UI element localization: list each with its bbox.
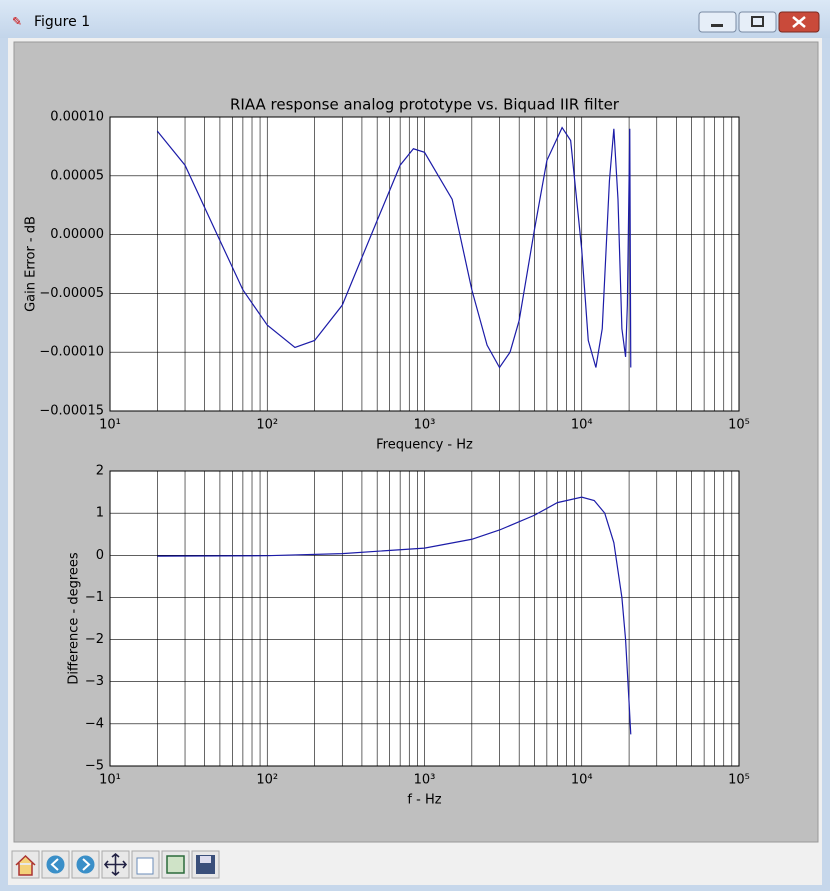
- x-tick-label: 10⁵: [728, 773, 750, 788]
- data-line: [156, 126, 632, 369]
- window-title: Figure 1: [34, 14, 90, 30]
- plot-frame: [109, 470, 740, 767]
- x-tick-label: 10⁵: [728, 418, 750, 433]
- x-tick-label: 10³: [414, 418, 436, 433]
- home-icon: [15, 854, 36, 876]
- charts: 10¹ 10² 10³ 10⁴ 10⁵ −0.00015 −0.00010 −0.00005 0…: [24, 96, 750, 808]
- y-tick-label: 0.00000: [50, 227, 104, 242]
- x-tick-label: 10⁴: [571, 773, 593, 788]
- toolbar: [8, 847, 822, 885]
- y-tick-label: 0.00010: [50, 110, 104, 125]
- y-axis-label: Difference - degrees: [67, 552, 82, 685]
- x-axis-label: f - Hz: [407, 793, 441, 808]
- y-tick-label: 2: [96, 464, 104, 479]
- title-bar: [0, 0, 830, 38]
- forward-arrow: [82, 858, 91, 871]
- pan-icon: [103, 852, 128, 877]
- chart-title: RIAA response analog prototype vs. Biqua…: [230, 96, 620, 114]
- y-tick-label: −0.00015: [39, 404, 104, 419]
- x-tick-label: 10²: [256, 418, 278, 433]
- x-tick-label: 10⁴: [571, 418, 593, 433]
- minimize-button[interactable]: [698, 11, 737, 33]
- save-label: [200, 856, 211, 863]
- y-tick-label: −4: [85, 716, 104, 731]
- x-tick-label: 10²: [256, 773, 278, 788]
- maximize-icon: [751, 16, 764, 27]
- plot-frame: [109, 116, 740, 412]
- app-icon: ✎: [12, 15, 22, 29]
- x-tick-label: 10¹: [99, 418, 121, 433]
- forward-icon: [76, 855, 95, 874]
- data-line: [157, 496, 632, 735]
- back-arrow: [50, 858, 59, 871]
- y-tick-label: −5: [85, 759, 104, 774]
- x-axis-label: Frequency - Hz: [376, 438, 473, 453]
- y-tick-label: −2: [85, 632, 104, 647]
- x-tick-label: 10³: [414, 773, 436, 788]
- x-tick-label: 10¹: [99, 773, 121, 788]
- y-tick-label: −0.00010: [39, 345, 104, 360]
- subplots-icon: [166, 855, 185, 874]
- toolbar-buttons: [11, 850, 220, 879]
- y-tick-label: 0: [96, 548, 104, 563]
- y-axis-label: Gain Error - dB: [24, 216, 39, 312]
- zoom-icon: [136, 857, 154, 875]
- y-tick-label: −0.00005: [39, 286, 104, 301]
- minimize-icon: [711, 24, 723, 27]
- back-icon: [46, 855, 65, 874]
- y-tick-label: −1: [85, 590, 104, 605]
- y-tick-label: 1: [96, 506, 104, 521]
- y-tick-label: −3: [85, 674, 104, 689]
- y-tick-label: 0.00005: [50, 168, 104, 183]
- maximize-button[interactable]: [738, 11, 777, 33]
- close-icon: [792, 16, 806, 28]
